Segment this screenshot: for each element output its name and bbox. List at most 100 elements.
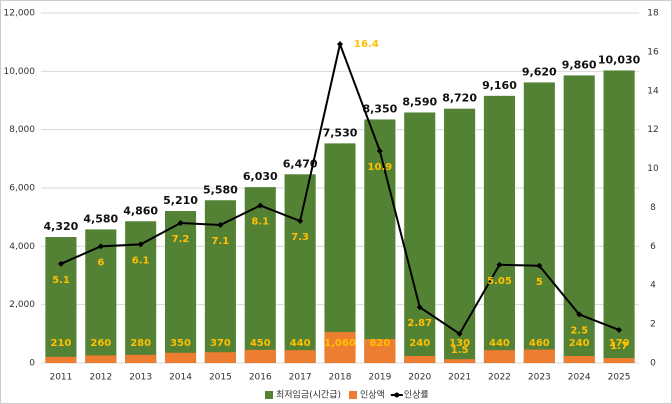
- x-tick-label: 2022: [488, 373, 511, 383]
- line-marker: [496, 261, 503, 268]
- value-label: 4,320: [44, 220, 79, 233]
- bar: [85, 355, 117, 363]
- bar: [444, 108, 476, 364]
- line-marker: [616, 326, 623, 333]
- legend-marker: [394, 392, 400, 398]
- value-label: 8,350: [362, 102, 397, 115]
- value-label: 6,470: [283, 157, 318, 170]
- value-label: 5,580: [203, 183, 238, 196]
- value-label: 280: [130, 338, 151, 349]
- x-tick-label: 2019: [368, 373, 391, 383]
- y2-tick-label: 4: [650, 281, 656, 291]
- value-label: 2.87: [407, 318, 432, 329]
- y2-tick-label: 14: [647, 86, 659, 96]
- bar: [483, 350, 516, 363]
- legend-label: 최저임금(시간급): [276, 389, 341, 401]
- y2-tick-label: 18: [647, 9, 659, 19]
- bar: [164, 352, 197, 363]
- line-marker: [576, 311, 583, 318]
- line-marker: [376, 148, 383, 155]
- line-marker: [297, 218, 304, 225]
- value-label: 2.5: [570, 325, 588, 336]
- x-tick-label: 2015: [209, 373, 232, 383]
- value-label: 820: [369, 338, 390, 349]
- value-label: 7.1: [212, 236, 230, 247]
- bar: [404, 112, 436, 363]
- bar: [483, 95, 516, 363]
- y-tick-label: 2,000: [9, 300, 35, 310]
- x-tick-label: 2017: [289, 373, 312, 383]
- value-label: 10,030: [598, 53, 641, 66]
- value-label: 8.1: [251, 217, 269, 228]
- line-marker: [217, 221, 224, 228]
- y2-tick-label: 2: [650, 320, 656, 330]
- line-marker: [57, 260, 64, 267]
- bar: [284, 350, 316, 363]
- y2-tick-label: 12: [647, 125, 658, 135]
- value-label: 1.5: [451, 345, 469, 356]
- value-label: 5: [536, 277, 543, 288]
- value-label: 5,210: [163, 194, 198, 207]
- value-label: 170: [609, 338, 630, 349]
- bar: [324, 332, 356, 363]
- x-tick-label: 2021: [448, 373, 471, 383]
- value-label: 240: [569, 338, 590, 349]
- x-tick-label: 2020: [408, 373, 431, 383]
- bar: [164, 211, 197, 363]
- bar: [45, 237, 77, 363]
- value-label: 1.7: [610, 341, 628, 352]
- line-marker: [257, 202, 264, 209]
- y2-tick-label: 10: [647, 164, 659, 174]
- y2-tick-label: 8: [650, 203, 656, 213]
- bar: [284, 174, 316, 363]
- legend-label: 인상액: [360, 389, 385, 401]
- x-tick-label: 2011: [49, 373, 72, 383]
- x-tick-label: 2018: [329, 373, 352, 383]
- value-label: 6.1: [132, 255, 150, 266]
- bar: [523, 349, 555, 363]
- bar: [45, 356, 77, 363]
- x-tick-label: 2013: [129, 373, 152, 383]
- value-label: 440: [290, 338, 311, 349]
- value-label: 10.9: [368, 162, 393, 173]
- bar: [204, 352, 236, 363]
- line-marker: [137, 241, 144, 248]
- value-label: 460: [529, 338, 550, 349]
- bar: [364, 339, 396, 363]
- value-label: 9,620: [522, 65, 557, 78]
- bar: [364, 119, 396, 363]
- y-tick-label: 0: [29, 359, 35, 369]
- bar: [404, 356, 436, 363]
- bar: [603, 70, 635, 363]
- legend-label: 인상률: [404, 390, 429, 401]
- value-label: 210: [50, 338, 71, 349]
- line-marker: [456, 330, 463, 337]
- bar: [324, 143, 356, 363]
- bar: [244, 349, 276, 363]
- value-label: 240: [409, 338, 430, 349]
- bar: [603, 358, 635, 363]
- x-tick-label: 2025: [608, 373, 631, 383]
- x-tick-label: 2016: [249, 373, 272, 383]
- bar: [563, 75, 595, 364]
- value-label: 6,030: [243, 170, 278, 183]
- bar: [125, 354, 157, 363]
- x-tick-label: 2014: [169, 373, 192, 383]
- value-label: 7.2: [172, 234, 190, 245]
- y-tick-label: 6,000: [9, 184, 35, 194]
- legend-marker: [348, 391, 357, 399]
- y2-tick-label: 16: [647, 47, 659, 57]
- line-marker: [536, 262, 543, 269]
- y-tick-label: 10,000: [4, 67, 36, 77]
- y-tick-label: 12,000: [4, 9, 36, 19]
- bar: [563, 356, 595, 363]
- legend-marker: [265, 391, 273, 399]
- line-marker: [337, 41, 343, 48]
- value-label: 9,860: [562, 58, 597, 71]
- y-tick-label: 4,000: [9, 242, 35, 252]
- bar: [523, 82, 555, 364]
- value-label: 1,060: [324, 338, 356, 349]
- value-label: 450: [250, 338, 271, 349]
- line-marker: [97, 243, 104, 250]
